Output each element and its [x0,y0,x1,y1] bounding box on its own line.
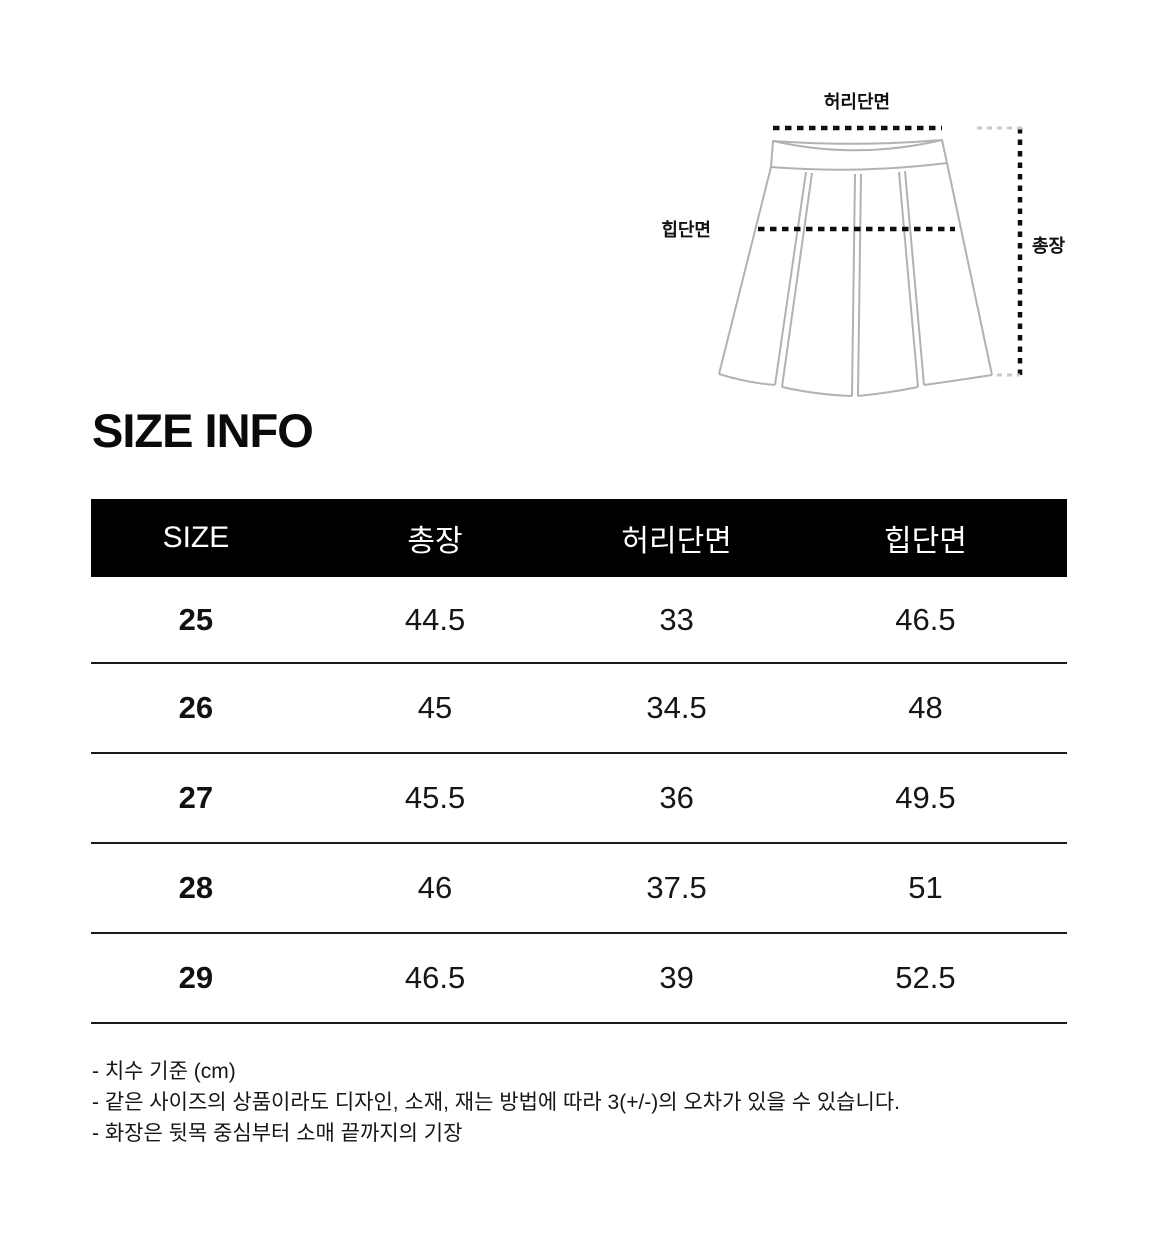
note-line: - 화장은 뒷목 중심부터 소매 끝까지의 기장 [92,1122,463,1145]
size-value: 26 [178,690,214,725]
length-value: 46 [417,870,453,905]
length-value: 45 [417,690,453,725]
waist-value: 37.5 [646,870,707,905]
table-header-row: SIZE 총장 허리단면 힙단면 [91,499,1067,577]
waist-value: 34.5 [646,690,707,725]
hip-value: 52.5 [895,960,956,995]
length-label: 총장 [1032,236,1066,256]
table-row: 29 46.5 39 52.5 [91,934,1067,1024]
table-row: 25 44.5 33 46.5 [91,577,1067,664]
footnotes: - 치수 기준 (cm) - 같은 사이즈의 상품이라도 디자인, 소재, 재는… [92,1056,900,1149]
length-value: 44.5 [404,601,466,637]
skirt-sketch: 허리단면 힙단면 총장 [661,92,1066,397]
waist-value: 39 [659,960,694,995]
hip-value: 48 [908,690,943,725]
hip-value: 51 [908,870,943,905]
column-header-waist: 허리단면 [621,525,732,558]
size-value: 29 [178,960,214,995]
size-value: 27 [178,780,214,815]
hip-label: 힙단면 [661,220,711,240]
page-title: SIZE INFO [92,404,314,457]
table-row: 28 46 37.5 51 [91,844,1067,934]
skirt-measurement-diagram: 허리단면 힙단면 총장 [640,70,1120,420]
length-value: 45.5 [404,780,466,815]
column-header-hip: 힙단면 [884,525,967,558]
size-value: 28 [178,870,214,905]
note-line: - 같은 사이즈의 상품이라도 디자인, 소재, 재는 방법에 따라 3(+/-… [92,1091,900,1114]
waist-value: 33 [659,601,694,637]
hip-value: 49.5 [895,780,956,815]
measure-lines [758,125,1023,377]
hip-value: 46.5 [895,601,956,637]
column-header-size: SIZE [162,521,230,554]
waist-label: 허리단면 [824,92,890,112]
column-header-length: 총장 [407,525,463,558]
waist-value: 36 [659,780,694,815]
table-row: 27 45.5 36 49.5 [91,754,1067,844]
size-value: 25 [178,601,214,637]
skirt-outline-icon [718,138,993,397]
size-table: SIZE 총장 허리단면 힙단면 25 44.5 33 46.5 26 45 3… [91,499,1067,1024]
table-row: 26 45 34.5 48 [91,664,1067,754]
length-value: 46.5 [404,960,466,995]
note-line: - 치수 기준 (cm) [92,1060,236,1083]
